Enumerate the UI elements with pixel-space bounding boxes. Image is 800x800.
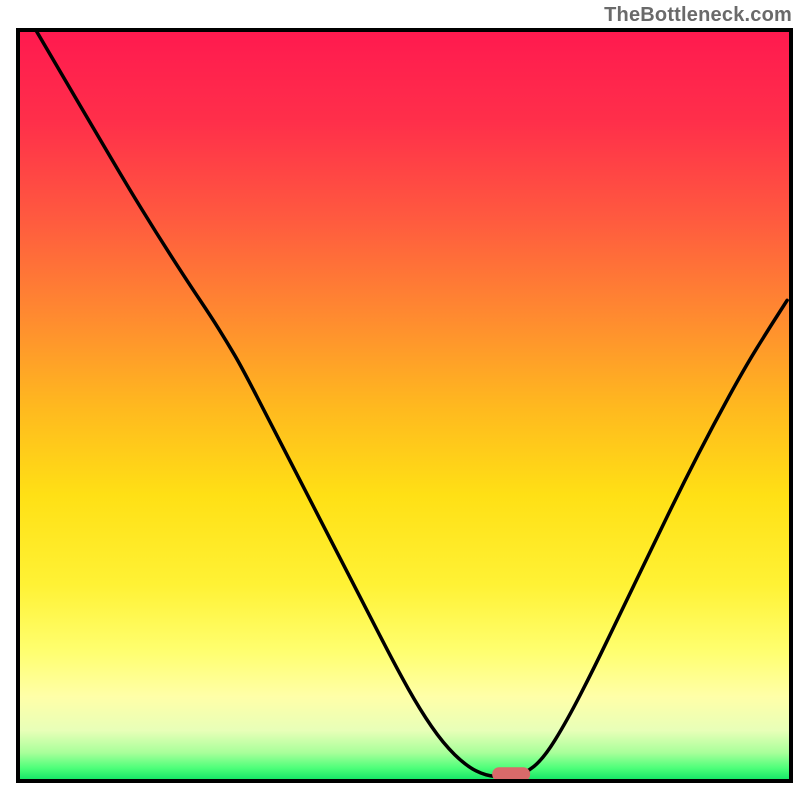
watermark-text: TheBottleneck.com [604, 4, 792, 27]
chart-container: TheBottleneck.com [0, 0, 800, 800]
plot-background [20, 32, 789, 779]
chart-svg [0, 0, 800, 800]
